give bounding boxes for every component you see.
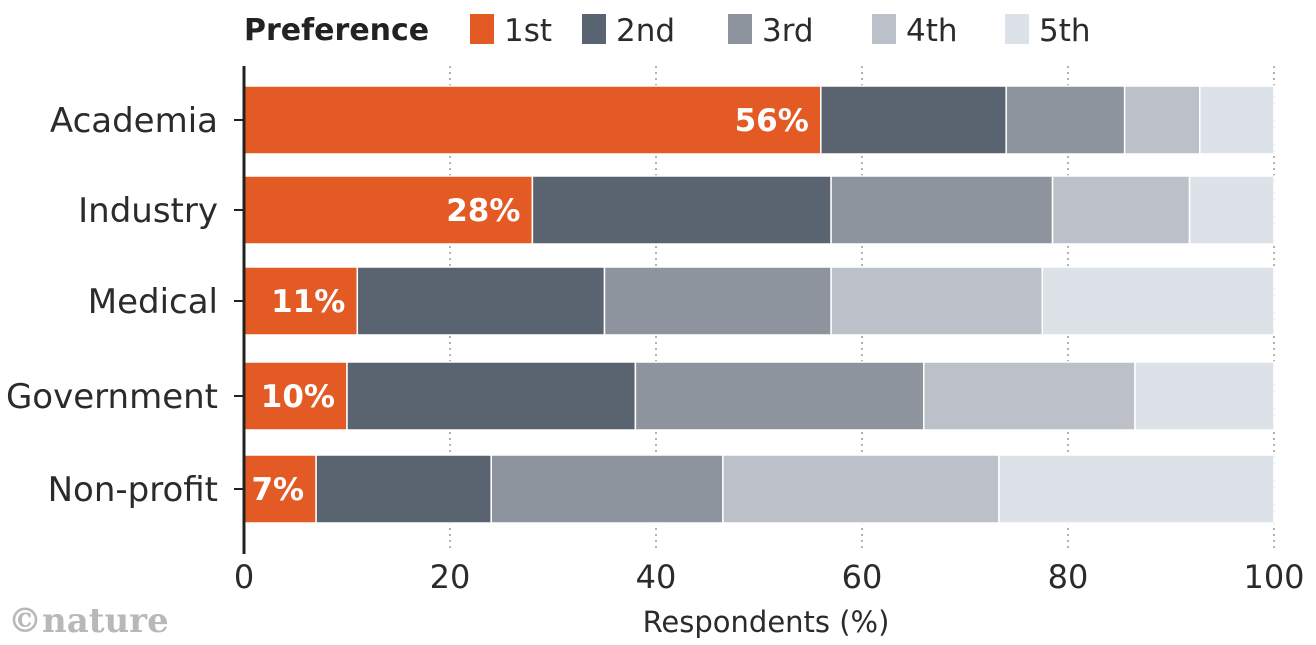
- bar-industry-3rd: [830, 175, 1054, 245]
- x-axis: 0 20 40 60 80 100: [234, 66, 1305, 596]
- x-tick-label-100: 100: [1243, 558, 1304, 596]
- x-tick-label-80: 80: [1048, 558, 1089, 596]
- bar-industry-2nd: [531, 175, 832, 245]
- legend-title: Preference: [244, 13, 429, 48]
- category-label-government: Government: [6, 377, 218, 417]
- bar-government-3rd: [634, 361, 925, 431]
- bars: 56% 28% 11% 10% 7%: [243, 85, 1275, 524]
- legend-swatch-2nd: [582, 14, 606, 44]
- legend-swatch-4th: [872, 14, 896, 44]
- legend-label-5th: 5th: [1039, 13, 1091, 49]
- x-axis-title: Respondents (%): [643, 605, 890, 639]
- bar-non-profit-3rd: [490, 454, 724, 524]
- legend-label-4th: 4th: [906, 13, 958, 49]
- legend-swatch-5th: [1005, 14, 1029, 44]
- bar-non-profit-4th: [722, 454, 1000, 524]
- data-label-industry: 28%: [446, 193, 520, 229]
- data-label-government: 10%: [261, 379, 335, 415]
- x-tick-label-60: 60: [842, 558, 883, 596]
- category-label-industry: Industry: [78, 191, 218, 231]
- bar-academia-4th: [1123, 85, 1201, 155]
- data-label-non-profit: 7%: [251, 472, 304, 508]
- bar-non-profit-2nd: [315, 454, 492, 524]
- data-label-medical: 11%: [271, 284, 345, 320]
- legend-label-2nd: 2nd: [616, 13, 675, 49]
- bar-non-profit-1st: [243, 454, 317, 524]
- x-tick-label-0: 0: [234, 558, 254, 596]
- bar-government-5th: [1134, 361, 1275, 431]
- legend: Preference 1st 2nd 3rd 4th 5th: [244, 13, 1091, 49]
- credit-text: ©nature: [8, 601, 169, 641]
- legend-label-3rd: 3rd: [762, 13, 814, 49]
- category-label-non-profit: Non-profit: [48, 470, 218, 510]
- bar-non-profit-5th: [998, 454, 1275, 524]
- bar-government-2nd: [346, 361, 637, 431]
- legend-swatch-1st: [470, 14, 494, 44]
- x-tick-label-20: 20: [430, 558, 471, 596]
- bar-government-4th: [923, 361, 1136, 431]
- bar-academia-2nd: [820, 85, 1007, 155]
- category-label-medical: Medical: [88, 282, 218, 322]
- bar-medical-2nd: [356, 266, 606, 336]
- legend-swatch-3rd: [728, 14, 752, 44]
- bar-industry-5th: [1188, 175, 1275, 245]
- category-labels: Academia Industry Medical Government Non-pro…: [6, 101, 244, 510]
- bar-medical-5th: [1041, 266, 1275, 336]
- bar-industry-1st: [243, 175, 534, 245]
- data-label-academia: 56%: [735, 103, 809, 139]
- bar-industry-4th: [1051, 175, 1191, 245]
- category-label-academia: Academia: [50, 101, 218, 141]
- bar-medical-4th: [830, 266, 1043, 336]
- legend-label-1st: 1st: [504, 13, 552, 49]
- bar-academia-3rd: [1005, 85, 1126, 155]
- x-tick-label-40: 40: [636, 558, 677, 596]
- bar-academia-5th: [1199, 85, 1275, 155]
- bar-medical-3rd: [603, 266, 832, 336]
